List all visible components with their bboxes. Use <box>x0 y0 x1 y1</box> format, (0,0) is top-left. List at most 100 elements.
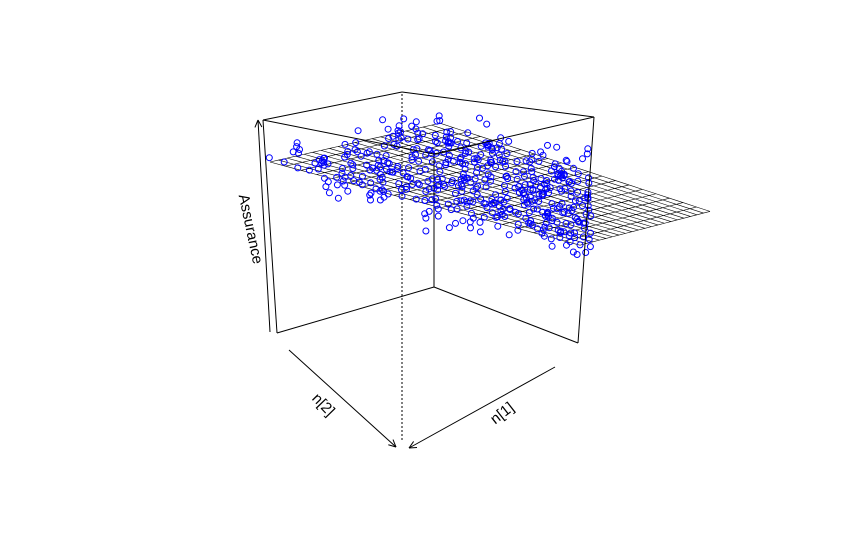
surface-mesh-line <box>579 203 587 206</box>
surface-mesh-line <box>361 148 376 154</box>
surface-mesh-line <box>509 165 518 168</box>
surface-mesh-line <box>615 209 622 213</box>
surface-mesh-line <box>655 201 670 207</box>
surface-mesh-line <box>604 228 611 232</box>
data-point <box>573 215 581 223</box>
surface-mesh-line <box>614 196 629 202</box>
data-point <box>520 196 528 204</box>
surface-mesh-line <box>536 199 551 205</box>
surface-mesh-line <box>398 153 407 156</box>
surface-mesh-line <box>615 211 630 217</box>
surface-mesh-line <box>628 190 636 194</box>
surface-mesh-line <box>597 232 613 238</box>
data-point <box>497 207 505 215</box>
data-point <box>544 212 552 220</box>
surface-mesh-line <box>594 177 609 183</box>
surface-mesh-line <box>649 203 663 209</box>
surface-mesh-line <box>530 215 538 218</box>
surface-mesh-line <box>472 138 486 144</box>
surface-mesh-line <box>417 197 433 203</box>
box-edge <box>577 116 595 344</box>
data-point <box>574 188 582 196</box>
data-point <box>422 214 430 222</box>
data-point <box>553 143 561 151</box>
surface-mesh-line <box>329 146 339 149</box>
data-point <box>466 218 474 226</box>
data-point <box>454 138 461 145</box>
surface-mesh-line <box>457 162 466 165</box>
data-point <box>265 154 273 162</box>
surface-mesh-line <box>618 233 626 236</box>
surface-mesh-line <box>593 207 601 210</box>
data-point <box>378 173 386 181</box>
data-point <box>544 141 551 149</box>
surface-mesh-line <box>544 172 553 175</box>
surface-mesh-line <box>544 213 560 219</box>
surface-mesh-line <box>601 175 616 181</box>
surface-mesh-line <box>689 206 697 209</box>
data-point <box>441 182 449 190</box>
surface-mesh-line <box>316 174 333 179</box>
data-point <box>567 221 575 229</box>
y-axis-arrow <box>288 349 397 448</box>
surface-mesh-line <box>655 193 670 199</box>
surface-mesh-line <box>369 144 378 148</box>
data-point <box>528 221 536 229</box>
data-point <box>484 142 492 149</box>
surface-mesh-line <box>540 160 554 166</box>
surface-mesh-line <box>644 226 652 229</box>
data-point <box>403 173 411 181</box>
data-point <box>520 201 528 209</box>
data-point <box>581 219 589 227</box>
data-point <box>325 189 333 197</box>
surface-mesh-line <box>594 175 603 179</box>
surface-mesh-line <box>409 191 425 197</box>
surface-mesh-line <box>356 170 365 174</box>
data-point <box>574 177 582 185</box>
surface-mesh-line <box>581 171 589 174</box>
surface-mesh-line <box>547 227 554 230</box>
data-point <box>573 251 581 258</box>
data-point <box>379 178 387 186</box>
data-point <box>434 212 442 220</box>
data-point <box>468 209 475 217</box>
data-point <box>295 149 302 157</box>
surface-mesh-line <box>631 229 639 232</box>
data-point <box>408 153 416 161</box>
box-edge <box>433 286 579 344</box>
data-point <box>321 154 328 162</box>
y-axis-arrow-head <box>392 439 397 448</box>
data-point <box>521 181 529 189</box>
surface-mesh-line <box>441 168 457 173</box>
data-point <box>574 170 582 178</box>
surface-mesh-line <box>586 185 594 188</box>
surface-mesh-line <box>393 194 410 200</box>
surface-mesh-line <box>588 171 603 177</box>
data-point <box>442 161 450 169</box>
surface-mesh-line <box>614 202 622 205</box>
surface-mesh-line <box>300 170 317 175</box>
surface-mesh-line <box>622 216 630 219</box>
data-point <box>575 197 583 205</box>
surface-mesh-line <box>461 146 470 149</box>
data-point <box>433 139 441 147</box>
surface-mesh-line <box>656 209 671 215</box>
surface-mesh-line <box>696 212 704 216</box>
surface-mesh-line <box>329 148 345 153</box>
surface-mesh-line <box>422 124 432 128</box>
surface-mesh-line <box>586 203 601 208</box>
surface-mesh-line <box>635 196 643 200</box>
surface-mesh-line <box>425 141 440 147</box>
data-point <box>366 191 374 199</box>
data-point <box>565 232 573 240</box>
data-point <box>480 199 488 207</box>
plot-box-front-edges <box>262 91 595 344</box>
surface-mesh-line <box>437 151 446 155</box>
data-point <box>433 201 441 209</box>
surface-mesh-line <box>378 182 395 188</box>
data-point <box>311 159 319 167</box>
data-point <box>363 161 371 169</box>
data-point <box>477 195 485 203</box>
data-point <box>570 203 578 211</box>
surface-mesh-line <box>612 234 620 238</box>
